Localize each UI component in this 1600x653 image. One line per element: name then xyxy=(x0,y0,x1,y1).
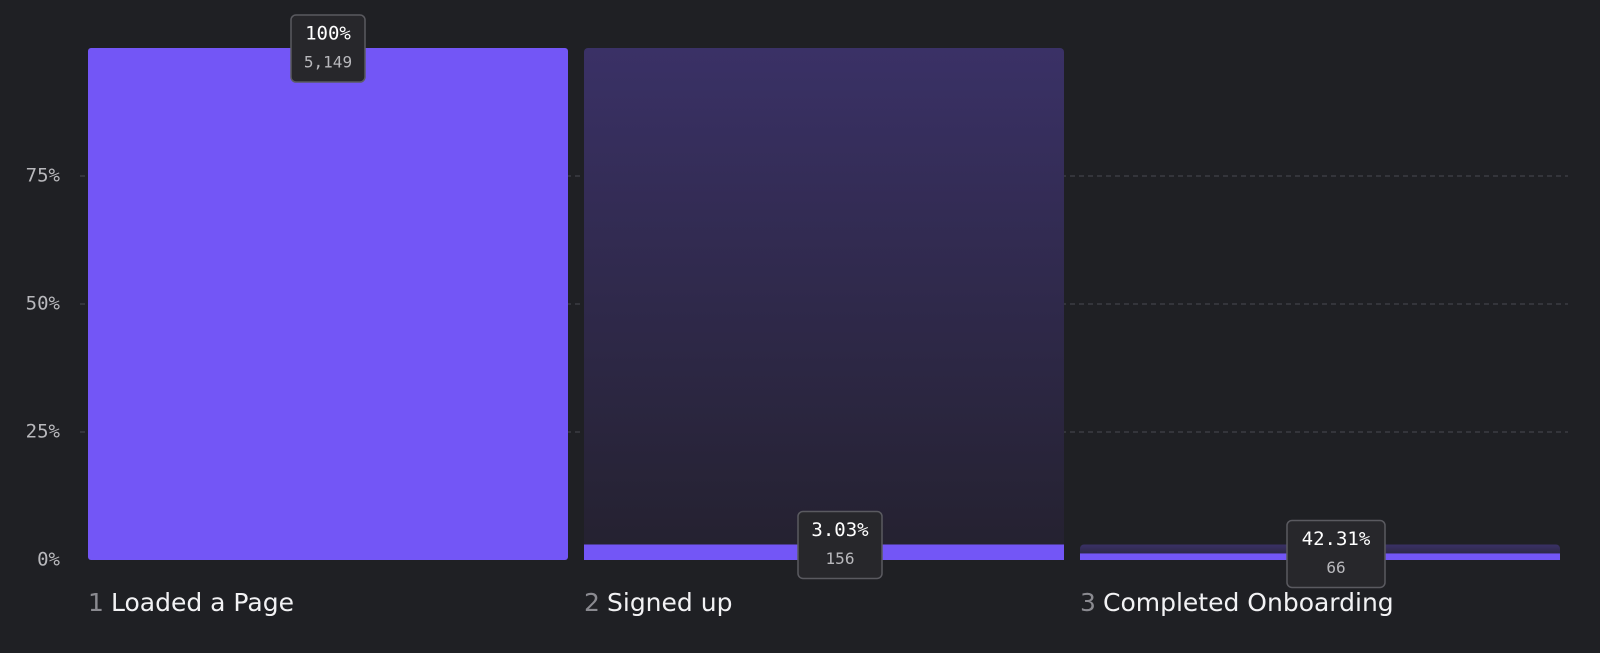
y-tick-label: 75% xyxy=(26,165,61,187)
conversion-label: 100% xyxy=(305,23,351,45)
step-number: 2 xyxy=(584,588,600,617)
bar xyxy=(88,48,568,560)
y-tick-label: 50% xyxy=(26,293,61,315)
y-tick-label: 0% xyxy=(37,549,60,571)
conversion-label: 3.03% xyxy=(811,519,869,541)
y-tick-label: 25% xyxy=(26,421,61,443)
conversion-label: 42.31% xyxy=(1302,528,1371,550)
tooltip xyxy=(1286,519,1386,589)
tooltip xyxy=(290,14,366,83)
tooltip xyxy=(797,510,883,580)
step-label: Completed Onboarding xyxy=(1103,588,1394,617)
count-label: 66 xyxy=(1326,558,1345,577)
step-number: 3 xyxy=(1080,588,1096,617)
step-number: 1 xyxy=(88,588,104,617)
previous-step-bar xyxy=(584,48,1064,560)
count-label: 156 xyxy=(826,549,855,568)
step-label: Signed up xyxy=(607,588,732,617)
step-label: Loaded a Page xyxy=(111,588,294,617)
count-label: 5,149 xyxy=(304,53,352,72)
